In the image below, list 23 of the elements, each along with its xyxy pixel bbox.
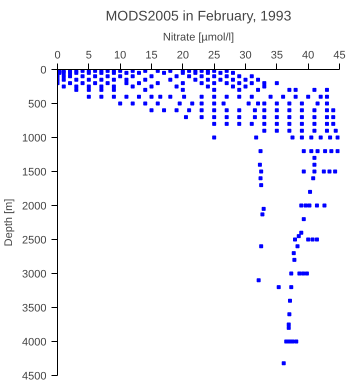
- y-tick-label: 1500: [22, 166, 47, 178]
- y-tick-label: 500: [28, 98, 47, 110]
- y-tick-label: 4000: [22, 336, 47, 348]
- x-tick-label: 35: [270, 50, 283, 62]
- x-tick-label: 40: [302, 50, 314, 62]
- y-tick-label: 0: [40, 64, 47, 76]
- x-tick-label: 30: [239, 50, 252, 62]
- y-tick-label: 4500: [22, 370, 47, 382]
- x-tick-label: 10: [114, 50, 126, 62]
- x-tick-label: 0: [54, 50, 61, 62]
- y-tick-label: 1000: [22, 132, 47, 144]
- x-tick-label: 20: [176, 50, 189, 62]
- y-tick-label: 3500: [22, 302, 47, 314]
- x-tick-label: 45: [333, 50, 346, 62]
- y-tick-label: 2500: [22, 234, 47, 246]
- y-tick-label: 2000: [22, 200, 47, 212]
- x-axis-title: Nitrate [µmol/l]: [162, 32, 234, 44]
- x-tick-label: 5: [86, 50, 92, 62]
- x-tick-label: 25: [208, 50, 220, 62]
- y-axis-title: Depth [m]: [3, 198, 16, 246]
- x-tick-label: 15: [145, 50, 158, 62]
- chart-title: MODS2005 in February, 1993: [106, 8, 292, 24]
- y-tick-label: 3000: [22, 268, 47, 280]
